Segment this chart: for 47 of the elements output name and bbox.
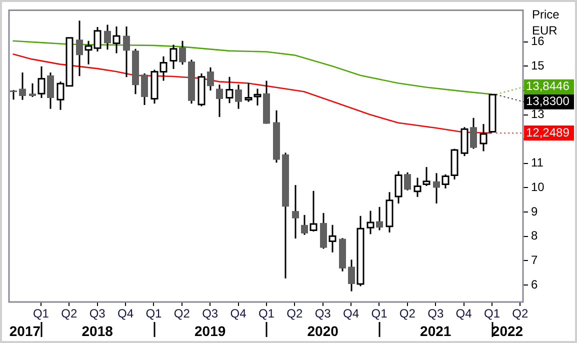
candlestick (301, 214, 308, 236)
text: 2018 (82, 322, 114, 339)
x-tick-label: Q3 (202, 306, 218, 321)
y-tick-label: 10 (531, 180, 545, 194)
text: 2020 (307, 322, 339, 339)
text: 13,8300 (526, 94, 570, 108)
candlestick (216, 84, 223, 118)
x-tick-label: Q3 (89, 306, 106, 321)
candlestick (19, 72, 26, 101)
x-tick-label: Q2 (399, 306, 416, 321)
candlestick (348, 258, 355, 292)
x-tick-label: Q4 (118, 306, 134, 321)
text: 2017 (9, 322, 41, 339)
x-tick-label: Q4 (230, 306, 247, 321)
x-tick-label: Q4 (343, 306, 360, 321)
x-tick-label: Q1 (484, 306, 500, 321)
candlestick (292, 184, 299, 240)
candlestick (433, 172, 440, 204)
y-tick-label: 8 (531, 228, 538, 243)
x-tick-label: Q3 (428, 306, 444, 321)
x-tick-label: Q2 (512, 306, 529, 321)
y-tick-label: 7 (531, 252, 538, 267)
x-tick-label: Q1 (32, 306, 50, 321)
x-tick-label: Q1 (146, 306, 162, 321)
candlestick (104, 24, 111, 50)
data-label: 12,2489 (526, 125, 570, 140)
x-tick-label: Q4 (456, 306, 472, 321)
candlestick (76, 20, 83, 77)
x-tick-label: Q1 (258, 306, 275, 321)
y-tick-label: 13 (531, 107, 545, 122)
data-label: 13,8446 (526, 79, 570, 94)
x-tick-label: Q2 (61, 306, 78, 321)
x-tick-label: Q2 (286, 306, 303, 321)
y-tick-label: 6 (531, 277, 538, 292)
text: 2021 (420, 322, 452, 339)
x-tick-label: Q1 (371, 306, 388, 321)
text: 2022 (492, 322, 524, 339)
text: 2019 (194, 322, 226, 339)
x-tick-label: Q2 (174, 306, 190, 321)
y-tick-label: 15 (531, 58, 545, 72)
y-tick-label: 9 (531, 204, 538, 218)
candlestick (123, 26, 130, 78)
x-tick-label: Q3 (314, 306, 332, 321)
candlestick (29, 82, 36, 98)
y-tick-label: 11 (531, 156, 544, 170)
candlestick (141, 72, 148, 106)
candlestick (10, 89, 17, 100)
